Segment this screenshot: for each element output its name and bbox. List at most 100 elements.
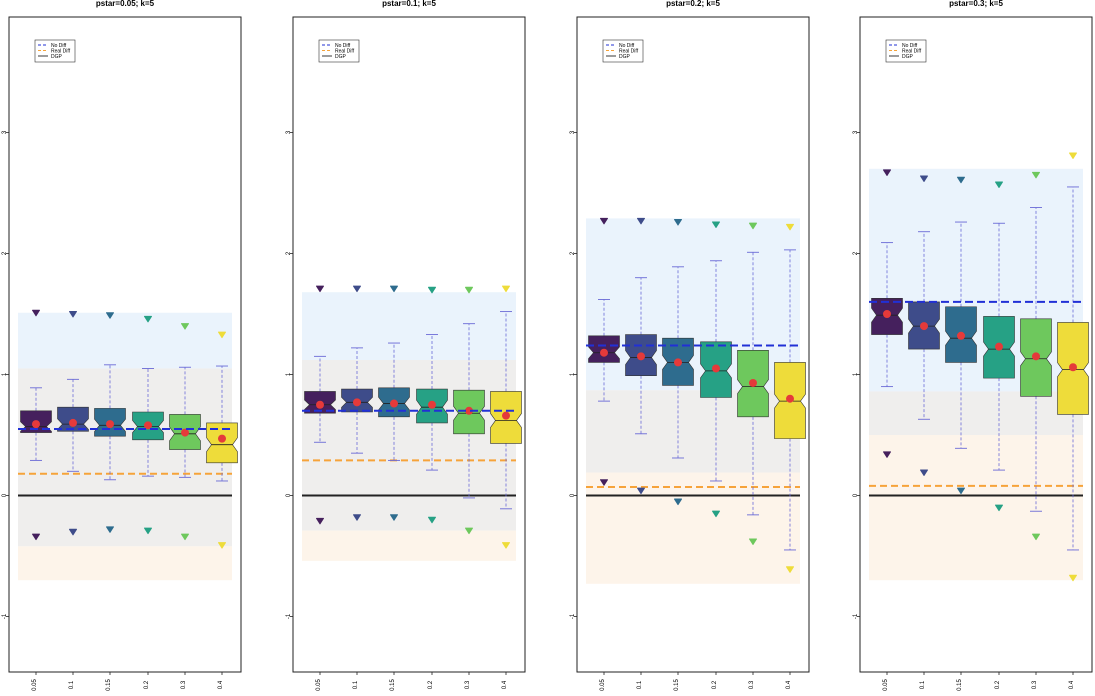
panel-1: pstar=0.05; k=5 -1 0 1 2 3 0.05 0.1 0.15 0.2 0.3 0.… <box>2 0 242 691</box>
legend-label: Real Diff <box>335 48 355 54</box>
background-band <box>869 391 1083 435</box>
x-tick-label: 0.2 <box>712 680 718 689</box>
y-tick-label: 0 <box>286 493 292 497</box>
box-0.05: 0.05 <box>304 285 336 691</box>
x-tick-label: 0.15 <box>106 679 112 691</box>
box-0.4: 0.4 <box>1057 152 1089 689</box>
x-tick-label: 0.2 <box>144 680 150 689</box>
legend-label: No Diff <box>902 43 918 49</box>
box-0.2: 0.2 <box>416 286 448 689</box>
mean-point <box>749 378 757 387</box>
mean-point <box>1032 352 1040 361</box>
outlier-high <box>316 285 324 293</box>
outlier-low <box>1032 533 1040 541</box>
outlier-low <box>390 514 398 521</box>
outlier-low <box>957 487 965 495</box>
y-tick-label: 3 <box>286 130 292 134</box>
x-tick-label: 0.4 <box>786 680 792 689</box>
mean-point <box>316 400 324 409</box>
x-tick-label: 0.3 <box>465 680 471 689</box>
x-tick-label: 0.15 <box>674 679 680 691</box>
mean-point <box>712 364 720 373</box>
background-band <box>18 368 232 547</box>
y-tick-label: 1 <box>853 372 859 376</box>
outlier-high <box>218 331 226 339</box>
mean-point <box>69 418 77 427</box>
outlier-high <box>69 311 77 318</box>
y-tick-label: 0 <box>570 493 576 497</box>
y-tick-label: 1 <box>286 372 292 376</box>
x-tick-label: 0.05 <box>32 679 38 691</box>
mean-point <box>465 406 473 415</box>
y-tick-label: 0 <box>2 493 8 497</box>
outlier-low <box>144 527 152 535</box>
mean-point <box>428 400 436 409</box>
outlier-low <box>353 514 361 521</box>
x-tick-label: 0.3 <box>181 680 187 689</box>
mean-point <box>637 352 645 361</box>
legend-label: DGP <box>619 54 631 60</box>
plot-frame <box>859 16 1093 673</box>
box-0.2: 0.2 <box>132 315 164 689</box>
outlier-low <box>69 528 77 536</box>
outlier-high <box>995 181 1003 189</box>
panel-title: pstar=0.05; k=5 <box>96 0 155 8</box>
box-0.05: 0.05 <box>20 309 52 691</box>
background-band <box>302 292 516 360</box>
outlier-low <box>674 498 682 506</box>
background-band <box>18 546 232 581</box>
background-band <box>302 359 516 531</box>
y-tick-label: 2 <box>570 251 576 255</box>
panel-3: pstar=0.2; k=5 -1 0 1 2 3 0.05 0.1 0.15 0.2 0.3 0.4… <box>570 0 810 691</box>
y-tick-label: 3 <box>570 130 576 134</box>
legend-box <box>318 39 360 63</box>
x-tick-label: 0.15 <box>390 679 396 691</box>
mean-point <box>390 399 398 408</box>
box-0.3: 0.3 <box>453 286 485 689</box>
y-tick-label: 0 <box>853 493 859 497</box>
outlier-high <box>32 309 40 317</box>
outlier-low <box>637 487 645 495</box>
mean-point <box>353 398 361 407</box>
outlier-low <box>1069 574 1077 582</box>
x-tick-label: 0.4 <box>218 680 224 689</box>
outlier-high <box>749 222 757 230</box>
y-tick-label: -1 <box>2 613 8 619</box>
legend-box <box>885 39 927 63</box>
plot-frame <box>8 16 242 673</box>
mean-point <box>502 411 510 420</box>
y-tick-label: 3 <box>2 130 8 134</box>
y-tick-label: 1 <box>2 372 8 376</box>
box-0.3: 0.3 <box>169 323 201 689</box>
box-body <box>206 422 238 464</box>
x-tick-label: 0.2 <box>995 680 1001 689</box>
x-tick-label: 0.4 <box>502 680 508 689</box>
mean-point <box>883 310 891 318</box>
outlier-high <box>600 217 608 225</box>
outlier-high <box>637 217 645 225</box>
outlier-high <box>1069 152 1077 159</box>
box-0.4: 0.4 <box>774 223 806 689</box>
outlier-high <box>428 286 436 294</box>
y-tick-label: 2 <box>2 251 8 255</box>
mean-point <box>106 420 114 429</box>
box-0.1: 0.1 <box>341 285 373 689</box>
outlier-high <box>883 169 891 176</box>
background-band <box>869 435 1083 581</box>
outlier-high <box>106 312 114 319</box>
outlier-low <box>920 469 928 477</box>
box-0.4: 0.4 <box>490 285 522 689</box>
mean-point <box>920 322 928 331</box>
mean-point <box>1069 363 1077 372</box>
panel-title: pstar=0.3; k=5 <box>949 0 1003 8</box>
outlier-low <box>883 451 891 458</box>
legend-label: Real Diff <box>51 48 71 54</box>
outlier-high <box>502 285 510 293</box>
legend-label: Real Diff <box>902 48 922 54</box>
box-0.05: 0.05 <box>871 169 903 691</box>
legend-label: DGP <box>335 54 347 60</box>
outlier-high <box>390 285 398 293</box>
outlier-high <box>957 176 965 184</box>
y-tick-label: -1 <box>570 613 576 619</box>
